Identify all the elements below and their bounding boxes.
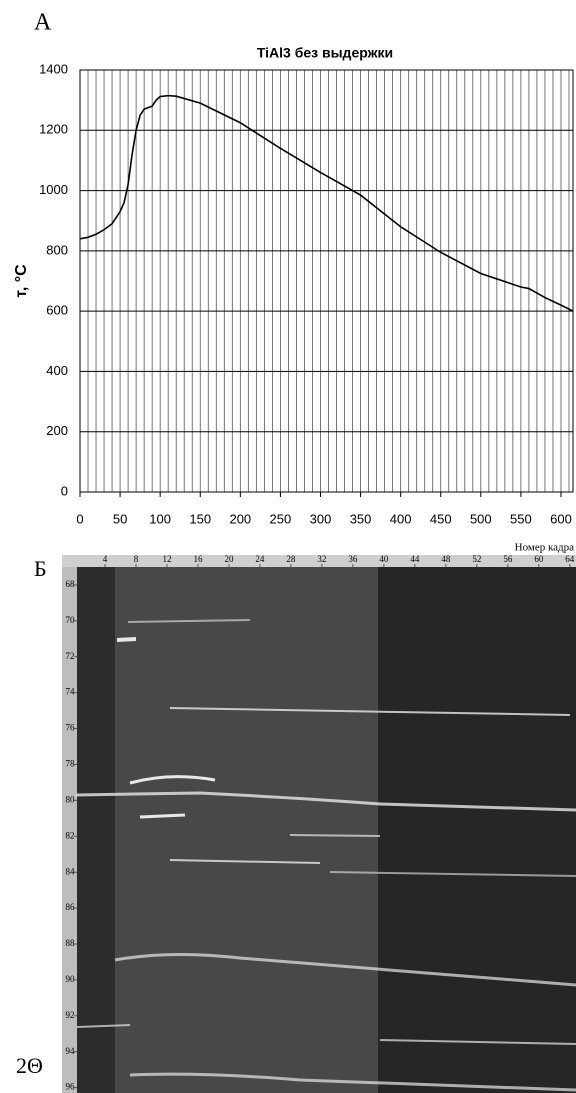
y-tick-label: 68: [66, 579, 76, 589]
header-strip: [62, 555, 576, 567]
y-tick-label: 94: [66, 1046, 76, 1056]
data-line: [79, 94, 574, 312]
y-tick-label: 600: [46, 303, 68, 318]
x-tick-label: 200: [229, 511, 251, 526]
y-tick-label: 92: [66, 1010, 75, 1020]
x-tick-label: 400: [390, 511, 412, 526]
y-tick-label: 1400: [39, 61, 68, 76]
y-tick-label: 1000: [39, 182, 68, 197]
streak: [76, 1024, 131, 1028]
x-tick-label: 52: [472, 554, 481, 564]
x-tick-label: 16: [193, 554, 203, 564]
x-tick-label: 250: [270, 511, 292, 526]
left-strip: [62, 567, 77, 1093]
streak: [114, 952, 576, 987]
y-tick-label: 78: [66, 759, 76, 769]
chart-title: TiAl3 без выдержки: [257, 45, 393, 61]
y-tick-label: 70: [66, 615, 76, 625]
image-region: [115, 567, 378, 1093]
y-axis-label: 2Θ: [16, 1053, 43, 1078]
x-tick-label: 20: [224, 554, 234, 564]
y-tick-label: 200: [46, 423, 68, 438]
y-axis-label: т, °С: [13, 264, 30, 298]
streak: [169, 707, 571, 716]
streak: [129, 1072, 576, 1092]
x-tick-label: 100: [149, 511, 171, 526]
streak: [379, 1039, 576, 1045]
y-tick-label: 88: [66, 938, 76, 948]
image-region: [378, 567, 576, 1093]
x-tick-label: 150: [189, 511, 211, 526]
y-tick-label: 80: [66, 794, 76, 804]
streaks: [75, 619, 576, 1092]
x-tick-label: 300: [310, 511, 332, 526]
x-tick-label: 550: [510, 511, 532, 526]
y-tick-label: 400: [46, 363, 68, 378]
y-tick-label: 84: [66, 866, 76, 876]
x-tick-label: 12: [162, 554, 171, 564]
y-tick-label: 72: [66, 651, 75, 661]
x-tick-label: 450: [430, 511, 452, 526]
panel-label: Б: [34, 556, 47, 581]
x-tick-label: 600: [550, 511, 572, 526]
x-tick-label: 32: [317, 554, 326, 564]
streak: [129, 775, 216, 785]
streak: [139, 813, 186, 819]
y-tick-label: 800: [46, 242, 68, 257]
plot-frame: [79, 69, 574, 493]
x-tick-label: 40: [379, 554, 389, 564]
y-tick-label: 76: [66, 723, 76, 733]
x-tick-label: 60: [534, 554, 544, 564]
y-tick-label: 90: [66, 974, 76, 984]
x-axis-label: Номер кадра: [515, 542, 574, 554]
diffraction-image: [62, 555, 576, 1093]
x-tick-label: 48: [441, 554, 451, 564]
streak: [127, 619, 251, 623]
streak: [329, 871, 576, 877]
x-tick-label: 28: [286, 554, 296, 564]
streak: [289, 834, 381, 837]
y-tick-label: 86: [66, 902, 76, 912]
panel-label: А: [34, 10, 52, 36]
y-tick-label: 96: [66, 1082, 76, 1092]
x-tick-label: 4: [103, 554, 108, 564]
x-tick-label: 8: [134, 554, 139, 564]
x-tick-label: 24: [255, 554, 265, 564]
x-tick-label: 64: [565, 554, 575, 564]
streak: [75, 791, 576, 812]
y-tick-label: 82: [66, 830, 75, 840]
y-tick-label: 1200: [39, 122, 68, 137]
x-tick-label: 500: [470, 511, 492, 526]
x-tick-label: 50: [113, 511, 127, 526]
x-tick-label: 56: [503, 554, 513, 564]
x-tick-label: 350: [350, 511, 372, 526]
y-tick-label: 74: [66, 687, 76, 697]
x-tick-label: 44: [410, 554, 420, 564]
x-tick-label: 36: [348, 554, 358, 564]
x-tick-label: 0: [76, 511, 83, 526]
streak: [169, 859, 321, 864]
streak: [116, 637, 137, 642]
y-tick-label: 0: [61, 483, 68, 498]
